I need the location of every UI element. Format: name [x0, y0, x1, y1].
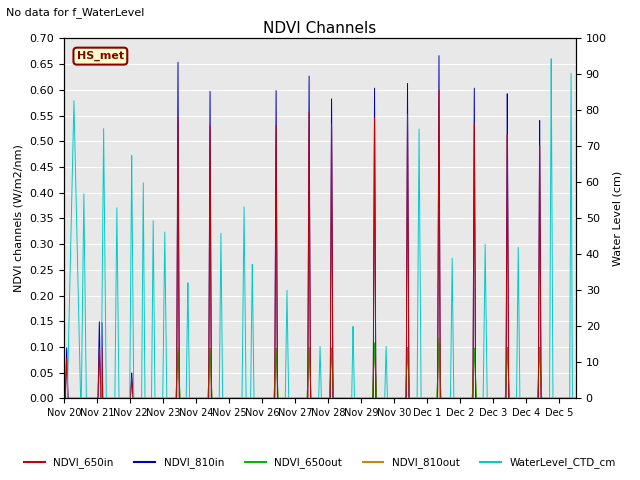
Legend: NDVI_650in, NDVI_810in, NDVI_650out, NDVI_810out, WaterLevel_CTD_cm: NDVI_650in, NDVI_810in, NDVI_650out, NDV…	[20, 453, 620, 472]
Text: No data for f_WaterLevel: No data for f_WaterLevel	[6, 7, 145, 18]
Y-axis label: NDVI channels (W/m2/nm): NDVI channels (W/m2/nm)	[14, 144, 24, 292]
Title: NDVI Channels: NDVI Channels	[264, 21, 376, 36]
Y-axis label: Water Level (cm): Water Level (cm)	[612, 171, 622, 266]
Text: HS_met: HS_met	[77, 51, 124, 61]
